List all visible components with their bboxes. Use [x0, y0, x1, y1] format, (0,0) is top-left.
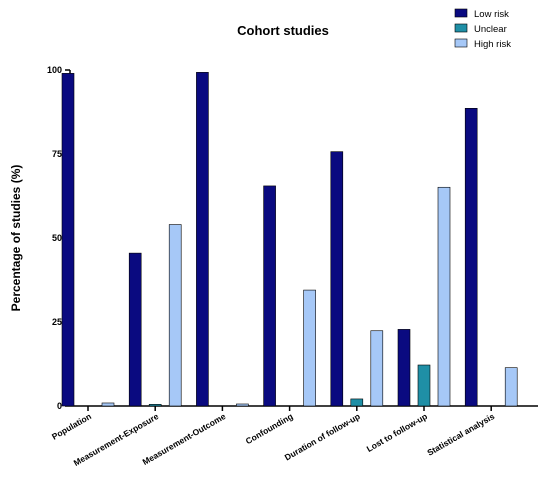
legend-label: Low risk — [474, 9, 509, 20]
bar-low-risk — [464, 108, 478, 407]
y-tick-label: 25 — [52, 317, 62, 327]
x-tick-label: Statistical analysis — [425, 411, 496, 458]
bar-unclear — [350, 398, 364, 407]
x-tick-label: Duration of follow-up — [283, 411, 362, 462]
bar-low-risk — [330, 151, 344, 407]
legend: Low risk Unclear High risk — [454, 8, 511, 50]
bar-low-risk — [263, 185, 276, 407]
legend-label: High risk — [474, 39, 511, 50]
legend-swatch — [454, 8, 468, 18]
bar-high-risk — [370, 330, 384, 407]
x-tick-label: Population — [50, 411, 93, 442]
bars — [61, 72, 518, 407]
bar-low-risk — [61, 73, 75, 407]
bar-unclear — [417, 364, 431, 407]
bar-low-risk — [196, 72, 209, 407]
axes: 0255075100PopulationMeasurement-Exposure… — [47, 65, 538, 468]
x-tick-label: Lost to follow-up — [365, 411, 429, 454]
bar-low-risk — [128, 252, 142, 407]
chart-title: Cohort studies — [237, 23, 329, 38]
x-tick-label: Confounding — [244, 411, 295, 446]
bar-high-risk — [101, 402, 115, 407]
y-tick-label: 100 — [47, 65, 62, 75]
bar-low-risk — [397, 329, 411, 407]
legend-swatch — [454, 38, 468, 48]
bar-high-risk — [437, 186, 451, 407]
bar-unclear — [148, 404, 162, 407]
legend-label: Unclear — [474, 24, 507, 35]
legend-swatch — [454, 23, 468, 33]
bar-high-risk — [236, 403, 249, 407]
bar-high-risk — [504, 367, 518, 407]
bar-high-risk — [303, 289, 316, 407]
y-axis-label: Percentage of studies (%) — [9, 165, 23, 312]
y-tick-label: 0 — [57, 401, 62, 411]
bar-high-risk — [168, 224, 182, 407]
y-tick-label: 50 — [52, 233, 62, 243]
y-tick-label: 75 — [52, 149, 62, 159]
